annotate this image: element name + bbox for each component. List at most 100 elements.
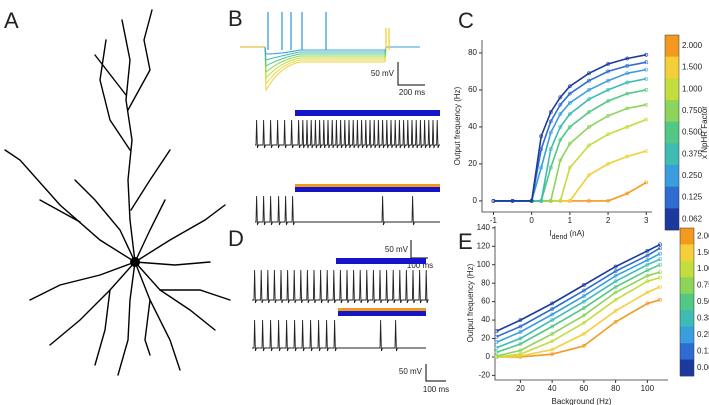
scale-label: 50 mV bbox=[399, 367, 423, 376]
data-point bbox=[613, 264, 618, 269]
colorbar-label: 1.00 bbox=[697, 264, 709, 273]
scale-label: 100 ms bbox=[407, 261, 433, 270]
data-point bbox=[548, 147, 553, 152]
voltage-trace bbox=[264, 46, 420, 92]
data-point bbox=[645, 290, 650, 295]
dendrite bbox=[39, 199, 81, 223]
dendrite bbox=[99, 39, 131, 151]
data-point bbox=[558, 125, 563, 129]
x-axis-label-part: (nA) bbox=[567, 229, 585, 238]
data-point bbox=[587, 173, 591, 177]
light-bar bbox=[338, 311, 426, 316]
x-tick-label: 0 bbox=[529, 216, 534, 225]
data-point bbox=[539, 134, 544, 139]
data-point bbox=[567, 141, 572, 146]
x-tick-label: 3 bbox=[644, 216, 649, 225]
data-point bbox=[606, 199, 610, 203]
colorbar-swatch bbox=[665, 165, 679, 187]
voltage-trace bbox=[264, 46, 420, 61]
colorbar-frame bbox=[679, 227, 695, 377]
colorbar-swatch bbox=[680, 277, 694, 295]
data-point bbox=[644, 180, 649, 185]
voltage-trace bbox=[252, 319, 426, 352]
data-point bbox=[625, 191, 630, 196]
data-point bbox=[625, 56, 630, 61]
data-point bbox=[587, 125, 591, 129]
y-tick-label: -20 bbox=[478, 370, 490, 379]
data-point bbox=[581, 294, 586, 298]
data-point bbox=[539, 165, 544, 170]
y-tick-label: 20 bbox=[481, 334, 490, 343]
data-point bbox=[494, 329, 499, 334]
panel-label: D bbox=[228, 226, 244, 251]
series-line bbox=[493, 78, 647, 202]
x-tick-label: 80 bbox=[611, 384, 620, 393]
colorbar-label: 1.500 bbox=[682, 63, 703, 72]
data-point bbox=[518, 318, 523, 322]
data-point bbox=[567, 100, 572, 105]
light-bar bbox=[295, 110, 440, 116]
data-point bbox=[587, 88, 591, 92]
data-point bbox=[491, 199, 496, 203]
colorbar-swatch bbox=[680, 359, 694, 377]
light-bar bbox=[338, 308, 426, 311]
data-point bbox=[510, 199, 515, 203]
dendrite bbox=[74, 179, 136, 263]
colorbar-swatch bbox=[680, 343, 694, 360]
series-line bbox=[496, 271, 661, 357]
colorbar-label: 2.00 bbox=[697, 231, 709, 240]
data-point bbox=[625, 80, 630, 85]
data-point bbox=[606, 132, 610, 137]
dendrite bbox=[94, 54, 127, 96]
colorbar-label: 0.06 bbox=[697, 363, 709, 372]
scale-bar bbox=[397, 62, 425, 86]
data-point bbox=[658, 251, 662, 256]
y-tick-label: 100 bbox=[477, 260, 491, 269]
y-tick-label: 80 bbox=[481, 278, 490, 287]
dendrite bbox=[130, 149, 171, 211]
data-point bbox=[581, 299, 586, 304]
data-point bbox=[558, 95, 563, 100]
data-point bbox=[587, 78, 591, 83]
data-point bbox=[606, 78, 610, 83]
data-point bbox=[613, 320, 618, 324]
colorbar-swatch bbox=[665, 186, 679, 209]
data-point bbox=[581, 343, 586, 348]
x-tick-label: 40 bbox=[548, 384, 557, 393]
colorbar-label: 0.375 bbox=[682, 149, 703, 158]
y-tick-label: 60 bbox=[468, 85, 477, 94]
data-point bbox=[658, 242, 662, 247]
data-point bbox=[645, 262, 650, 267]
colorbar-swatch bbox=[665, 121, 679, 144]
voltage-trace bbox=[252, 269, 429, 304]
data-point bbox=[550, 307, 555, 311]
data-point bbox=[567, 91, 572, 96]
data-point bbox=[606, 99, 610, 103]
y-tick-label: 40 bbox=[468, 122, 477, 131]
y-axis-label: Output frequency (Hz) bbox=[466, 263, 475, 342]
data-point bbox=[606, 162, 610, 166]
x-axis-label: Idend (nA) bbox=[549, 229, 584, 241]
data-point bbox=[606, 88, 610, 92]
y-tick-label: 0 bbox=[486, 352, 491, 361]
colorbar-label: 0.75 bbox=[697, 281, 709, 290]
colorbar-swatch bbox=[665, 208, 679, 231]
colorbar-label: 2.000 bbox=[682, 41, 703, 50]
colorbar-label: 0.750 bbox=[682, 106, 703, 115]
light-bar bbox=[295, 184, 440, 187]
data-point bbox=[550, 318, 555, 322]
data-point bbox=[581, 331, 586, 336]
voltage-trace bbox=[264, 46, 420, 86]
data-point bbox=[645, 248, 650, 253]
series-line bbox=[493, 181, 647, 202]
data-point bbox=[518, 348, 523, 353]
colorbar-swatch bbox=[665, 56, 679, 79]
voltage-trace bbox=[255, 195, 440, 226]
x-tick-label: 20 bbox=[516, 384, 525, 393]
data-point bbox=[550, 339, 555, 344]
dendrite bbox=[121, 19, 136, 263]
panel-label: B bbox=[228, 6, 243, 31]
colorbar-label: 0.250 bbox=[682, 171, 703, 180]
voltage-trace bbox=[264, 46, 420, 80]
